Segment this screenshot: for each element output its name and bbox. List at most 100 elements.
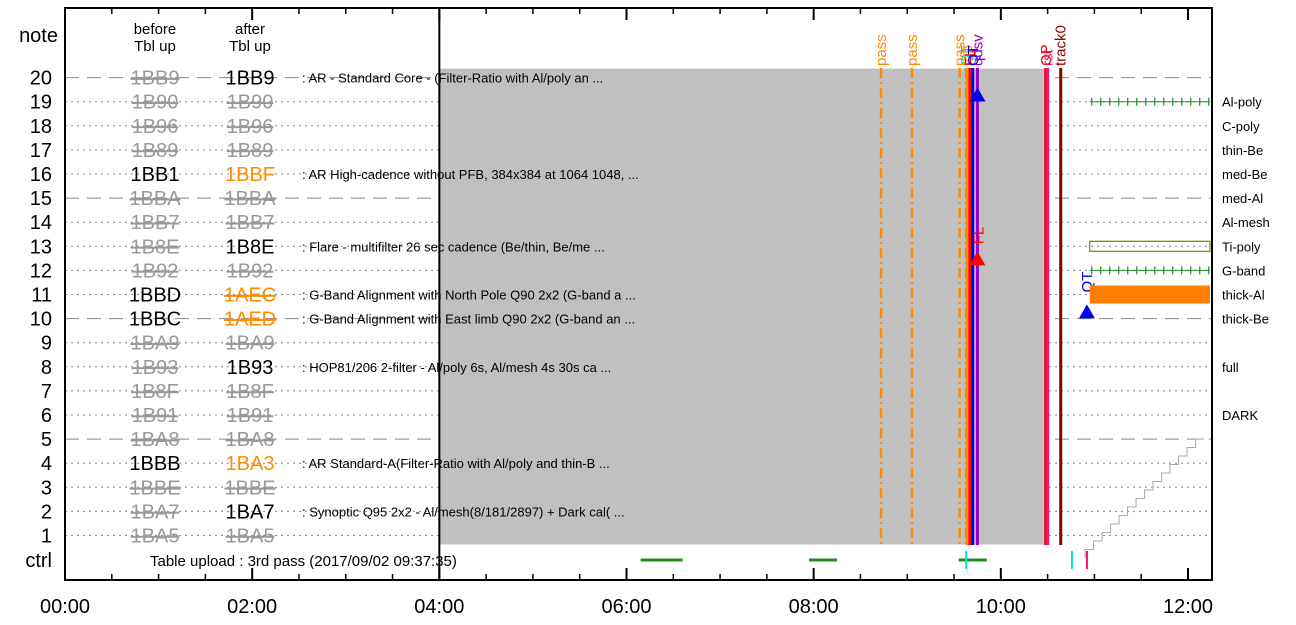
before-table-id: 1B89 [132, 140, 179, 162]
shaded-block [439, 68, 1048, 545]
note-tick-label: 20 [30, 68, 52, 90]
y-axis-label: note [19, 25, 58, 47]
after-table-id: 1B91 [227, 405, 274, 427]
note-tick-label: 9 [41, 333, 52, 355]
after-table-id: 1BA3 [226, 453, 275, 475]
before-table-id: 1BB1 [131, 164, 180, 186]
plot-frame [64, 7, 1213, 581]
filter-label: thick-Be [1222, 312, 1269, 327]
filter-label: med-Be [1222, 167, 1268, 182]
note-tick-label: 18 [30, 116, 52, 138]
before-table-id: 1B90 [132, 92, 179, 114]
before-table-id: 1B93 [132, 357, 179, 379]
note-tick-label: 8 [41, 357, 52, 379]
after-table-id: 1BA7 [226, 501, 275, 523]
before-table-id: 1B8E [131, 236, 180, 258]
program-description: : AR - Standard Core - (Filter-Ratio wit… [302, 71, 603, 86]
ctrl-row-label: ctrl [25, 550, 52, 572]
note-tick-label: 3 [41, 477, 52, 499]
triangle-marker [969, 87, 986, 102]
note-tick-label: 14 [30, 212, 52, 234]
note-tick-label: 13 [30, 236, 52, 258]
note-tick-label: 5 [41, 429, 52, 451]
after-table-id: 1BB9 [226, 68, 275, 90]
note-tick-label: 12 [30, 260, 52, 282]
triangle-marker [969, 251, 986, 266]
program-description: : AR Standard-A(Filter-Ratio with Al/pol… [302, 456, 610, 471]
after-table-id: 1B96 [227, 116, 274, 138]
note-tick-label: 11 [31, 285, 52, 307]
before-table-id: 1B8F [131, 381, 179, 403]
filter-label: Al-mesh [1222, 215, 1270, 230]
before-table-id: 1BBE [129, 477, 180, 499]
before-table-id: 1BBD [129, 285, 181, 307]
filter-label: thick-Al [1222, 288, 1265, 303]
before-table-id: 1B91 [132, 405, 179, 427]
event-label: OP [1038, 44, 1055, 66]
before-table-id: 1BB7 [131, 212, 180, 234]
after-table-id: 1BA9 [226, 333, 275, 355]
filter-label: thin-Be [1222, 143, 1263, 158]
before-table-id: 1B92 [132, 260, 179, 282]
after-table-id: 1B8F [226, 381, 274, 403]
after-table-id: 1AEC [224, 285, 276, 307]
note-tick-label: 7 [41, 381, 52, 403]
after-table-id: 1B90 [227, 92, 274, 114]
right-strip-layer: Al-poly C-poly thin-Be med-Be med-Al Al-mesh T… [1089, 95, 1270, 423]
program-description: : Flare - multifilter 26 sec cadence (Be… [302, 239, 605, 254]
after-table-id: 1BA8 [226, 429, 275, 451]
shaded-block-layer [439, 68, 1048, 545]
filter-label: med-Al [1222, 191, 1263, 206]
column-header-after: after [235, 21, 265, 38]
note-tick-label: 19 [30, 92, 52, 114]
note-tick-label: 6 [41, 405, 52, 427]
event-label: top [959, 45, 976, 66]
filter-label: Ti-poly [1222, 239, 1261, 254]
event-label: FL [962, 48, 979, 66]
before-table-id: 1BBA [129, 188, 181, 210]
after-table-id: 1BBA [224, 188, 276, 210]
mode-label: FL [970, 227, 987, 245]
note-tick-label: 10 [30, 309, 52, 331]
event-label: pass [904, 34, 921, 66]
filter-label: Al-poly [1222, 95, 1262, 110]
event-label: pass [952, 34, 969, 66]
program-description: : HOP81/206 2-filter - Al/poly 6s, Al/me… [302, 360, 611, 375]
program-description: : G-Band Alignment with North Pole Q90 2… [302, 288, 636, 303]
after-table-id: 1B92 [227, 260, 274, 282]
after-table-id: 1AED [224, 309, 276, 331]
after-table-id: 1B93 [227, 357, 274, 379]
axis-layer: note 00:00 02:00 04:00 06:00 08:00 10:00 12:00 [19, 7, 1213, 618]
before-table-id: 1BBC [129, 309, 181, 331]
x-tick-label: 00:00 [40, 596, 90, 618]
program-description: : Synoptic Q95 2x2 - Al/mesh(8/181/2897)… [302, 504, 625, 519]
before-table-id: 1BA7 [131, 501, 180, 523]
filter-label: full [1222, 360, 1239, 375]
note-tick-label: 1 [41, 526, 52, 548]
table-upload-text: Table upload : 3rd pass (2017/09/02 09:3… [150, 553, 457, 570]
event-label: track0 [1053, 25, 1070, 66]
note-tick-label: 15 [30, 188, 52, 210]
column-header-after: Tbl up [229, 38, 271, 55]
event-label: QT [965, 45, 982, 66]
program-description: : AR High-cadence without PFB, 384x384 a… [302, 167, 639, 182]
x-tick-label: 12:00 [1163, 596, 1213, 618]
event-label: QT [958, 45, 975, 66]
event-label: qdsv [969, 34, 986, 66]
column-header-before: Tbl up [134, 38, 176, 55]
note-tick-label: 4 [41, 453, 52, 475]
after-table-id: 1BBE [224, 477, 275, 499]
before-table-id: 1BA8 [131, 429, 180, 451]
column-header-before: before [134, 21, 177, 38]
after-table-id: 1BB7 [226, 212, 275, 234]
x-tick-label: 08:00 [789, 596, 839, 618]
filter-label: C-poly [1222, 119, 1260, 134]
program-description: : G-Band Alignment with East limb Q90 2x… [302, 312, 635, 327]
note-tick-label: 16 [30, 164, 52, 186]
x-tick-label: 04:00 [414, 596, 464, 618]
before-table-id: 1BA5 [131, 526, 180, 548]
after-table-id: 1BBF [225, 164, 275, 186]
filter-label: DARK [1222, 408, 1258, 423]
